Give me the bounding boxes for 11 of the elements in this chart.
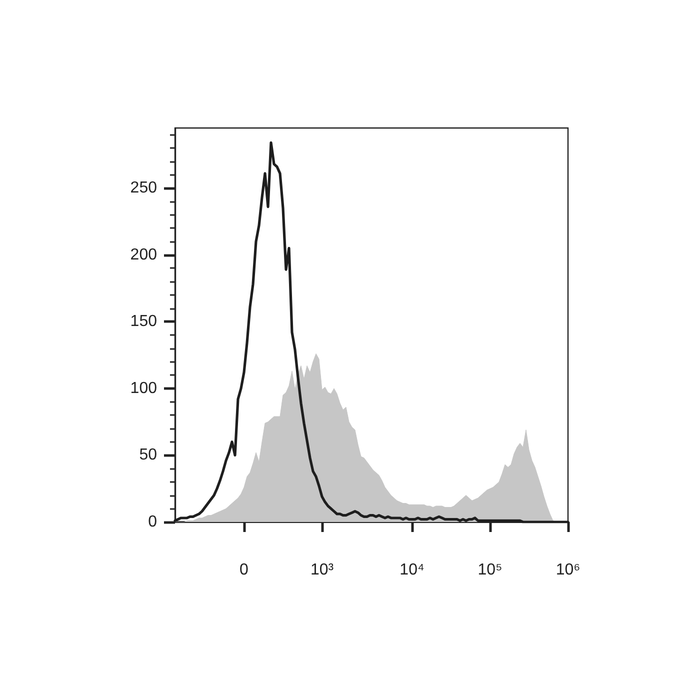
y-tick-label: 100 <box>130 380 158 397</box>
x-tick-label: 10⁶ <box>556 562 580 578</box>
x-tick-label: 0 <box>240 562 249 578</box>
y-tick-label: 250 <box>130 180 158 197</box>
x-tick-label: 10⁵ <box>478 562 502 578</box>
x-tick-label: 10⁴ <box>400 562 424 578</box>
y-tick-label: 50 <box>139 446 158 464</box>
y-tick-label: 150 <box>130 313 158 330</box>
x-tick-label: 10³ <box>310 562 334 578</box>
y-tick-label: 200 <box>130 246 158 264</box>
y-tick-label: 0 <box>148 514 158 530</box>
